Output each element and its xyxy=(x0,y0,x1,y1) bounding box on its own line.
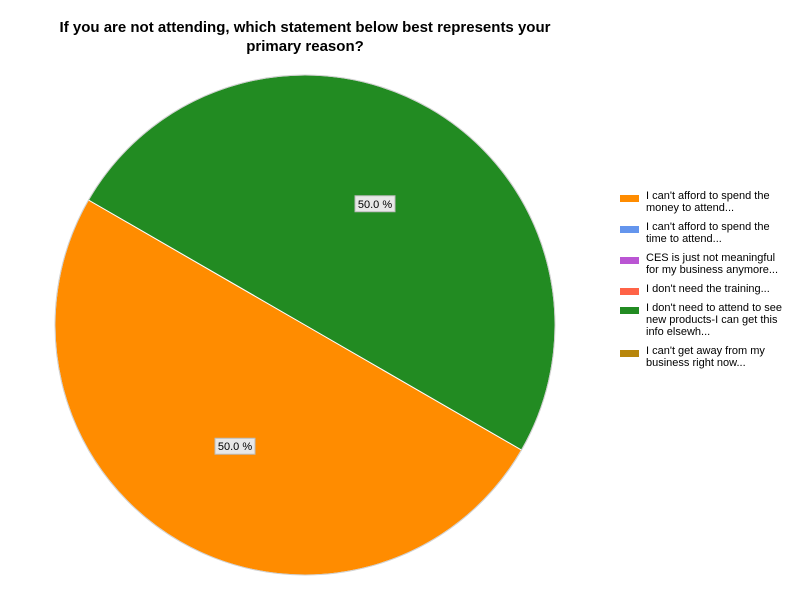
data-label-text: 50.0 % xyxy=(358,199,392,211)
legend-swatch xyxy=(620,195,639,202)
legend-item: I can't get away from my business right … xyxy=(620,345,785,369)
legend-item: I don't need the training... xyxy=(620,283,785,295)
pie-data-labels: 50.0 % 50.0 % xyxy=(214,195,396,455)
data-label-box xyxy=(354,195,396,213)
legend-swatch xyxy=(620,257,639,264)
legend-swatch xyxy=(620,350,639,357)
legend-item: CES is just not meaningful for my busine… xyxy=(620,252,785,276)
pie-slices xyxy=(54,74,556,576)
data-label: 50.0 % xyxy=(354,195,396,213)
legend-label: I can't afford to spend the time to atte… xyxy=(646,221,770,245)
legend-label: I can't afford to spend the money to att… xyxy=(646,190,770,214)
legend: I can't afford to spend the money to att… xyxy=(620,190,785,376)
data-label-text: 50.0 % xyxy=(218,441,252,453)
legend-swatch xyxy=(620,288,639,295)
legend-label: I don't need the training... xyxy=(646,283,770,295)
legend-label: CES is just not meaningful for my busine… xyxy=(646,252,779,276)
legend-swatch xyxy=(620,226,639,233)
data-label-box xyxy=(214,437,256,455)
pie-outline xyxy=(54,74,556,576)
legend-label: I can't get away from my business right … xyxy=(646,345,765,369)
legend-label: I don't need to attend to see new produc… xyxy=(646,302,783,338)
chart-title: If you are not attending, which statemen… xyxy=(59,19,551,55)
data-label: 50.0 % xyxy=(214,437,256,455)
legend-item: I can't afford to spend the time to atte… xyxy=(620,221,785,245)
legend-item: I don't need to attend to see new produc… xyxy=(620,302,785,338)
legend-swatch xyxy=(620,307,639,314)
legend-item: I can't afford to spend the money to att… xyxy=(620,190,785,214)
